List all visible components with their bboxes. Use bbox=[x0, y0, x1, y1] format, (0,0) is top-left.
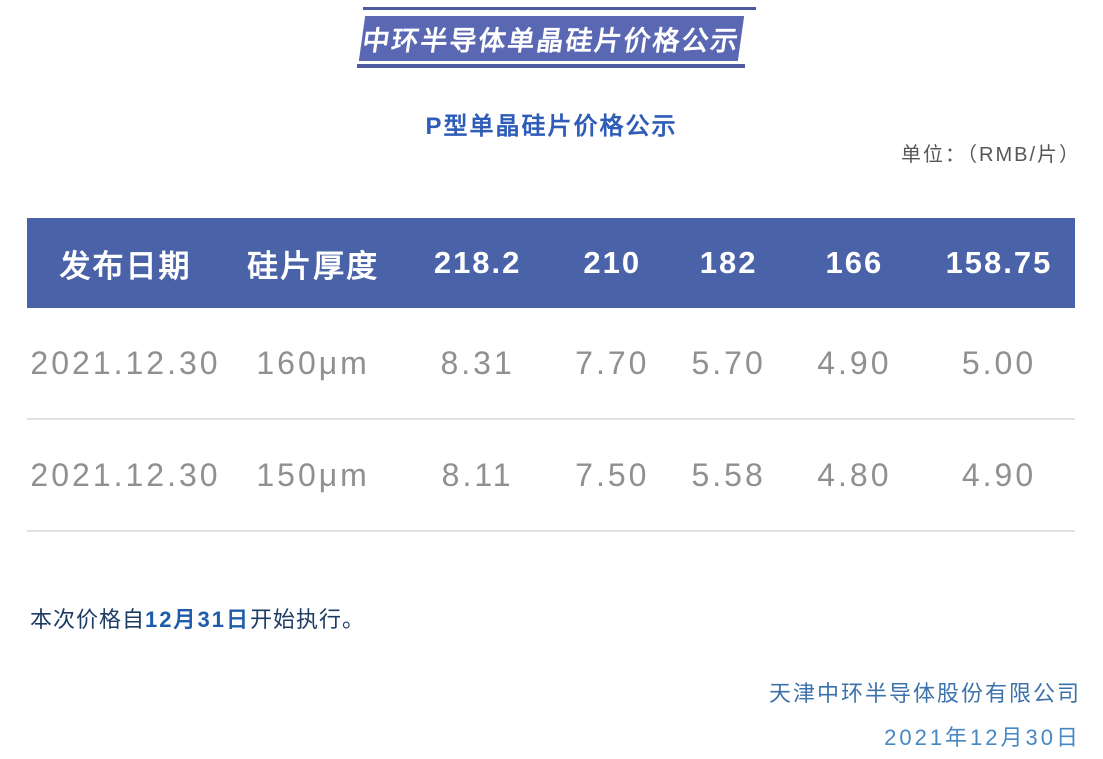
cell-price-218-2: 8.11 bbox=[441, 456, 514, 493]
cell-price-218-2: 8.31 bbox=[440, 344, 515, 381]
cell-thickness: 160μm bbox=[256, 344, 370, 381]
cell-price-166: 4.90 bbox=[817, 344, 892, 381]
header-cell-size-158-75: 158.75 bbox=[945, 245, 1053, 280]
banner-ribbon: 中环半导体单晶硅片价格公示 bbox=[358, 16, 745, 61]
header-cell-publish-date: 发布日期 bbox=[59, 248, 192, 284]
header-cell-size-182: 182 bbox=[699, 245, 758, 280]
header-cell-size-218-2: 218.2 bbox=[433, 245, 522, 280]
banner-top-rule bbox=[363, 7, 756, 10]
cell-price-166: 4.80 bbox=[817, 456, 892, 493]
note-suffix: 开始执行。 bbox=[249, 607, 365, 632]
announcement-date: 2021年12月30日 bbox=[884, 725, 1081, 750]
table-row: 2021.12.30 150μm 8.11 7.50 5.58 4.80 4.9… bbox=[27, 420, 1075, 532]
note-prefix: 本次价格自 bbox=[30, 607, 146, 632]
page-title: P型单晶硅片价格公示 bbox=[425, 113, 678, 140]
cell-price-210: 7.50 bbox=[575, 456, 650, 493]
cell-publish-date: 2021.12.30 bbox=[30, 456, 221, 493]
table-row: 2021.12.30 160μm 8.31 7.70 5.70 4.90 5.0… bbox=[27, 308, 1075, 420]
cell-publish-date: 2021.12.30 bbox=[30, 344, 221, 381]
cell-price-158-75: 4.90 bbox=[961, 456, 1037, 493]
cell-thickness: 150μm bbox=[256, 456, 370, 493]
cell-price-210: 7.70 bbox=[575, 344, 650, 381]
cell-price-182: 5.58 bbox=[691, 456, 766, 493]
banner-bottom-rule bbox=[357, 64, 745, 68]
note-effective-date: 12月31日 bbox=[145, 607, 250, 632]
unit-label: 单位：（RMB/片） bbox=[901, 144, 1081, 166]
cell-price-158-75: 5.00 bbox=[961, 344, 1037, 381]
price-table: 发布日期 硅片厚度 218.2 210 182 166 158.75 2021.… bbox=[27, 218, 1075, 532]
cell-price-182: 5.70 bbox=[691, 344, 766, 381]
header-cell-size-210: 210 bbox=[583, 245, 642, 280]
company-name: 天津中环半导体股份有限公司 bbox=[768, 681, 1081, 706]
header-cell-size-166: 166 bbox=[825, 245, 884, 280]
header-cell-wafer-thickness: 硅片厚度 bbox=[247, 248, 380, 284]
table-header-row: 发布日期 硅片厚度 218.2 210 182 166 158.75 bbox=[27, 218, 1075, 308]
banner-title: 中环半导体单晶硅片价格公示 bbox=[360, 26, 742, 56]
effective-date-note: 本次价格自12月31日开始执行。 bbox=[30, 602, 365, 634]
